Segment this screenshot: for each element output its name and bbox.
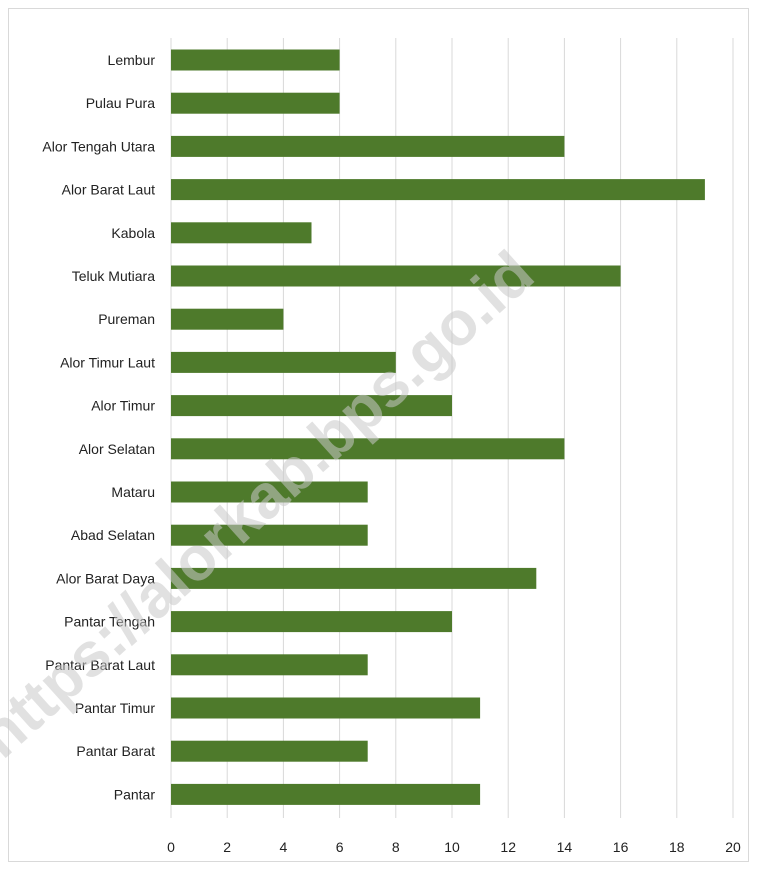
x-tick-label: 4 — [280, 839, 288, 855]
bar-pulau-pura — [171, 92, 340, 114]
bar-alor-timur-laut — [171, 351, 396, 373]
category-labels: Lembur Pulau Pura Alor Tengah Utara Alor Ba… — [42, 52, 155, 802]
bar-pantar-barat — [171, 740, 368, 762]
category-label: Alor Selatan — [79, 441, 155, 457]
x-tick-label: 20 — [725, 839, 741, 855]
x-tick-label: 6 — [336, 839, 344, 855]
bar-alor-timur — [171, 395, 452, 417]
bar-kabola — [171, 222, 312, 244]
category-label: Pantar Timur — [75, 700, 155, 716]
bar-pantar — [171, 783, 481, 805]
bar-alor-barat-laut — [171, 179, 705, 201]
category-label: Mataru — [111, 484, 155, 500]
category-label: Pantar Barat — [76, 743, 155, 759]
x-tick-label: 2 — [223, 839, 231, 855]
x-tick-label: 18 — [669, 839, 685, 855]
category-label: Kabola — [111, 225, 155, 241]
x-tick-label: 8 — [392, 839, 400, 855]
x-tick-label: 0 — [167, 839, 175, 855]
category-label: Pantar Tengah — [64, 614, 155, 630]
category-label: Pureman — [98, 311, 155, 327]
category-label: Abad Selatan — [71, 527, 155, 543]
category-label: Pulau Pura — [86, 95, 155, 111]
category-label: Teluk Mutiara — [72, 268, 155, 284]
category-label: Alor Timur Laut — [60, 354, 155, 370]
category-label: Alor Barat Daya — [56, 570, 155, 586]
category-label: Alor Timur — [91, 398, 155, 414]
bar-abad-selatan — [171, 524, 368, 546]
category-label: Lembur — [108, 52, 156, 68]
bar-teluk-mutiara — [171, 265, 621, 287]
x-axis-ticks: 0 2 4 6 8 10 12 14 16 18 20 — [167, 839, 741, 855]
bar-alor-tengah-utara — [171, 135, 565, 157]
bar-lembur — [171, 49, 340, 71]
bar-alor-barat-daya — [171, 567, 537, 589]
bar-pantar-timur — [171, 697, 481, 719]
category-label: Pantar Barat Laut — [45, 657, 155, 673]
bar-pantar-barat-laut — [171, 654, 368, 676]
x-tick-label: 12 — [500, 839, 516, 855]
bar-alor-selatan — [171, 438, 565, 460]
bar-pantar-tengah — [171, 611, 452, 633]
x-tick-label: 14 — [557, 839, 573, 855]
bars — [171, 49, 705, 805]
category-label: Pantar — [114, 786, 156, 802]
category-label: Alor Tengah Utara — [42, 138, 155, 154]
category-label: Alor Barat Laut — [62, 182, 155, 198]
bar-pureman — [171, 308, 284, 330]
x-tick-label: 16 — [613, 839, 629, 855]
x-tick-label: 10 — [444, 839, 460, 855]
gridlines — [170, 38, 734, 818]
bar-mataru — [171, 481, 368, 503]
